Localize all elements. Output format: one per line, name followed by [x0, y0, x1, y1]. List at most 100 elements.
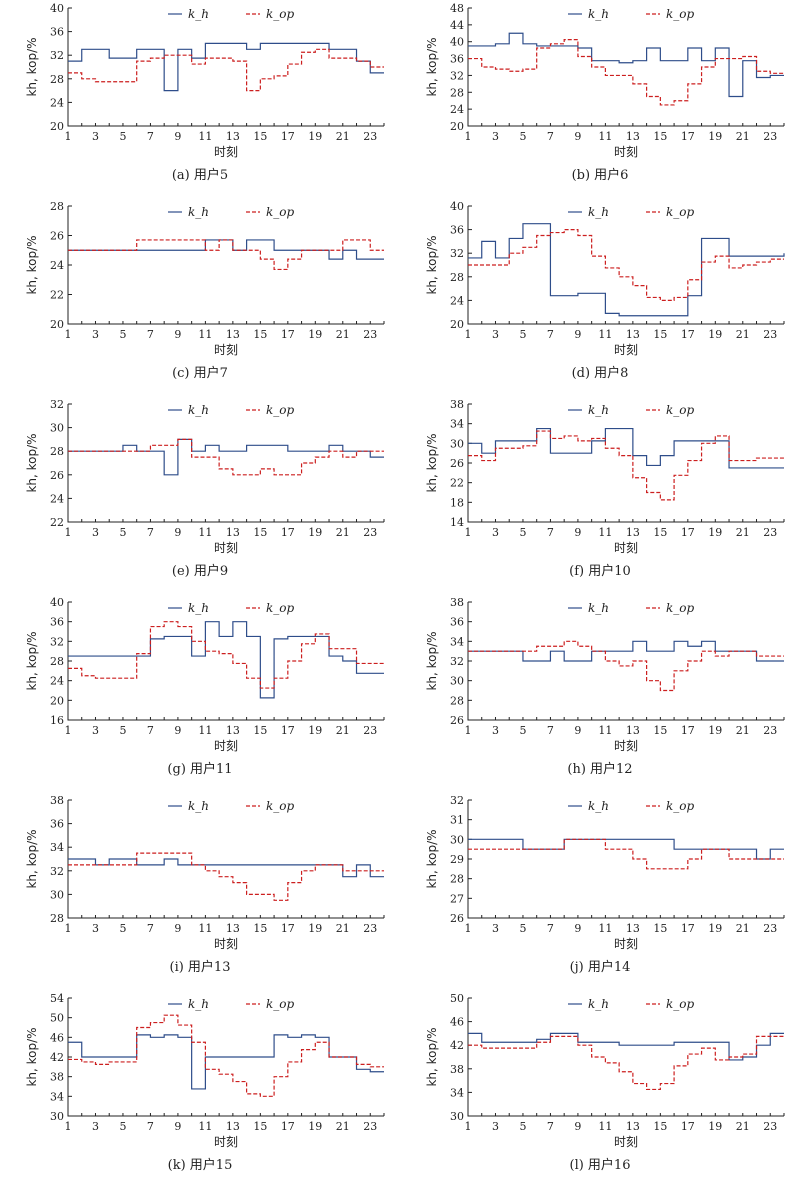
y-tick-label: 28: [450, 873, 464, 886]
y-tick-label: 34: [50, 1090, 64, 1103]
x-tick-label: 7: [147, 328, 154, 341]
x-tick-label: 1: [465, 724, 472, 737]
x-tick-label: 11: [598, 922, 612, 935]
x-tick-label: 15: [653, 526, 667, 539]
y-tick-label: 26: [450, 457, 464, 470]
y-tick-label: 22: [50, 516, 64, 529]
x-tick-label: 21: [336, 526, 350, 539]
y-tick-label: 30: [50, 422, 64, 435]
x-tick-label: 9: [174, 130, 181, 143]
x-tick-label: 3: [92, 130, 99, 143]
x-tick-label: 23: [763, 724, 777, 737]
x-tick-label: 5: [119, 526, 126, 539]
series-line-kh: [68, 42, 384, 92]
x-tick-label: 23: [763, 922, 777, 935]
legend-label-kh: k_h: [588, 205, 609, 219]
x-axis-label: 时刻: [214, 541, 238, 555]
series-line-kop: [468, 229, 784, 301]
y-tick-label: 26: [50, 469, 64, 482]
x-axis-label: 时刻: [614, 343, 638, 357]
chart-panel: 28 30 32 34 36 38 1 3 5 7 9 11 13 15 17 19 21 23 时刻 kh, kop…: [0, 792, 400, 990]
series-line-kop: [68, 239, 384, 271]
legend-label-kop: k_op: [666, 7, 694, 21]
chart-caption: (d) 用户8: [571, 366, 629, 381]
x-tick-label: 17: [281, 1120, 295, 1133]
x-tick-label: 19: [308, 922, 322, 935]
x-tick-label: 9: [574, 922, 581, 935]
x-tick-label: 9: [574, 1120, 581, 1133]
legend-label-kh: k_h: [188, 799, 209, 813]
y-tick-label: 46: [50, 1031, 64, 1044]
chart-caption: (h) 用户12: [567, 762, 633, 777]
y-tick-label: 32: [50, 635, 64, 648]
legend-label-kh: k_h: [188, 205, 209, 219]
x-tick-label: 5: [119, 724, 126, 737]
x-tick-label: 9: [574, 130, 581, 143]
axis-lines: [467, 206, 784, 325]
y-tick-label: 36: [50, 818, 64, 831]
x-tick-label: 13: [626, 724, 640, 737]
x-tick-label: 13: [626, 526, 640, 539]
chart-panel: 16 20 24 28 32 36 40 1 3 5 7 9 11 13 15 17 19 21 23 时刻 kh, k…: [0, 594, 400, 792]
x-tick-label: 13: [226, 922, 240, 935]
x-tick-label: 21: [736, 1120, 750, 1133]
y-tick-label: 36: [450, 224, 464, 237]
x-tick-label: 23: [363, 526, 377, 539]
x-tick-label: 17: [681, 1120, 695, 1133]
x-tick-label: 23: [363, 724, 377, 737]
x-tick-label: 5: [519, 1120, 526, 1133]
chart-panel: 20 22 24 26 28 1 3 5 7 9 11 13 15 17 19 21 23 时刻 kh, kop/%…: [0, 198, 400, 396]
x-tick-label: 19: [708, 130, 722, 143]
y-tick-label: 42: [450, 1039, 464, 1052]
x-tick-label: 17: [281, 328, 295, 341]
y-tick-label: 22: [450, 477, 464, 490]
axis-lines: [467, 602, 784, 721]
y-tick-label: 28: [50, 655, 64, 668]
y-tick-label: 30: [450, 675, 464, 688]
x-tick-label: 19: [708, 328, 722, 341]
chart-caption: (g) 用户11: [167, 762, 233, 777]
x-tick-label: 15: [253, 130, 267, 143]
y-tick-label: 36: [50, 616, 64, 629]
x-tick-label: 1: [65, 130, 72, 143]
y-tick-label: 32: [450, 655, 464, 668]
x-tick-label: 21: [736, 526, 750, 539]
x-tick-label: 9: [174, 724, 181, 737]
y-tick-label: 30: [450, 1110, 464, 1123]
x-tick-label: 5: [519, 922, 526, 935]
x-tick-label: 5: [519, 328, 526, 341]
y-tick-label: 50: [50, 1012, 64, 1025]
series-line-kh: [468, 640, 784, 662]
x-tick-label: 13: [226, 724, 240, 737]
chart-caption: (k) 用户15: [167, 1158, 233, 1173]
y-tick-label: 28: [50, 912, 64, 925]
chart-panel: 20 24 28 32 36 40 1 3 5 7 9 11 13 15 17 19 21 23 时刻 kh, kop…: [0, 0, 400, 198]
x-tick-label: 13: [226, 130, 240, 143]
chart-panel: 30 34 38 42 46 50 54 1 3 5 7 9 11 13 15 17 19 21 23 时刻 kh, k…: [0, 990, 400, 1188]
x-tick-label: 21: [336, 922, 350, 935]
x-tick-label: 17: [281, 130, 295, 143]
y-tick-label: 32: [450, 247, 464, 260]
x-axis-label: 时刻: [214, 937, 238, 951]
x-tick-label: 1: [465, 1120, 472, 1133]
x-axis-label: 时刻: [214, 739, 238, 753]
x-tick-label: 7: [147, 922, 154, 935]
y-axis-label: kh, kop/%: [425, 37, 439, 96]
y-tick-label: 29: [450, 853, 464, 866]
y-tick-label: 28: [450, 694, 464, 707]
x-tick-label: 1: [465, 922, 472, 935]
series-line-kh: [468, 1032, 784, 1061]
y-tick-label: 38: [450, 596, 464, 609]
y-tick-label: 26: [450, 912, 464, 925]
chart-panel: 26 28 30 32 34 36 38 1 3 5 7 9 11 13 15 17 19 21 23 时刻 kh, k…: [400, 594, 800, 792]
x-axis-label: 时刻: [614, 739, 638, 753]
y-tick-label: 22: [50, 289, 64, 302]
y-tick-label: 44: [450, 19, 464, 32]
y-tick-label: 32: [50, 49, 64, 62]
x-tick-label: 17: [681, 328, 695, 341]
